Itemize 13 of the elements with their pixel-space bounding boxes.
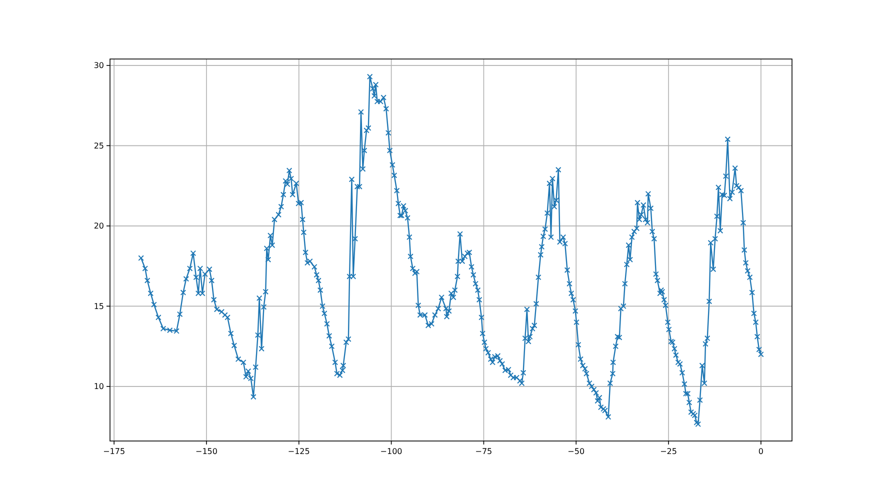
- x-tick-label: −150: [195, 447, 218, 456]
- y-tick-label: 10: [94, 382, 104, 392]
- y-tick-label: 25: [94, 141, 104, 150]
- y-tick-label: 15: [94, 302, 104, 311]
- y-tick-label: 30: [94, 61, 104, 70]
- x-tick-label: −75: [475, 447, 492, 456]
- x-tick-label: −25: [660, 447, 677, 456]
- x-tick-label: −50: [568, 447, 585, 456]
- x-tick-label: −175: [103, 447, 126, 456]
- x-tick-label: −125: [288, 447, 310, 456]
- x-tick-label: 0: [758, 447, 764, 456]
- x-tick-label: −100: [380, 447, 402, 456]
- y-tick-label: 20: [94, 222, 104, 231]
